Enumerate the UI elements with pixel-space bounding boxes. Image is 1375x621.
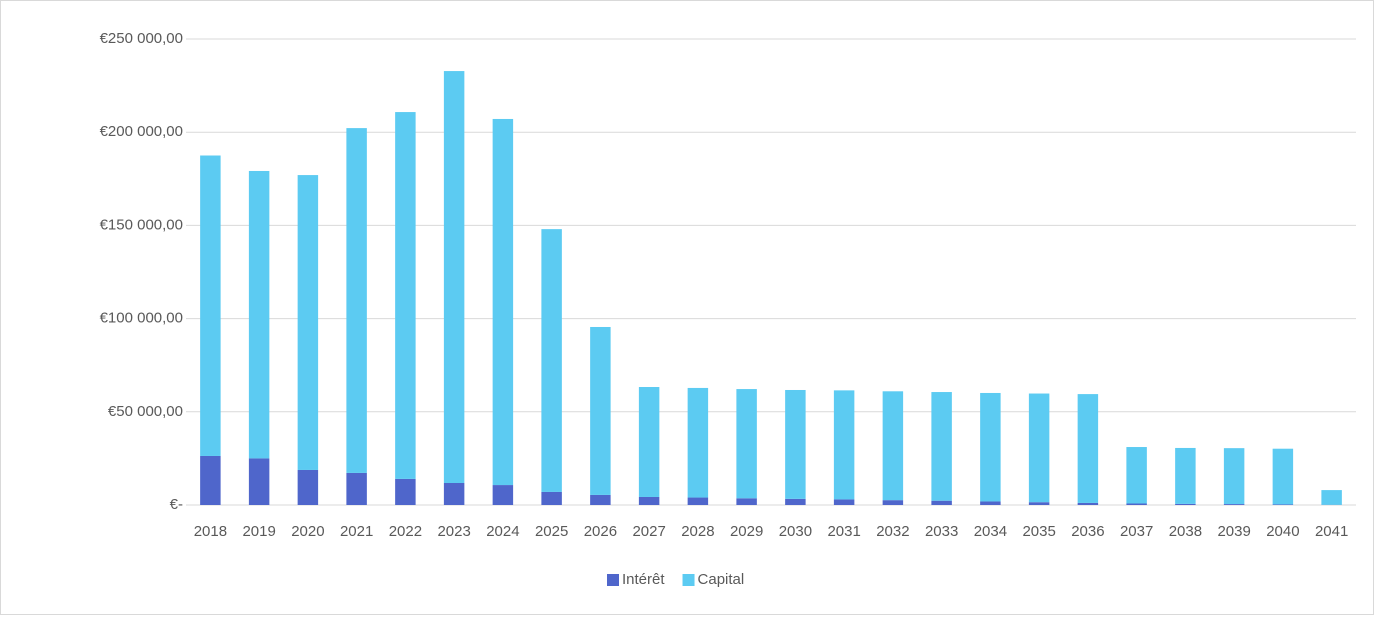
- bar-segment: [590, 495, 610, 505]
- bar-segment: [1175, 448, 1195, 504]
- bar-segment: [1029, 394, 1049, 503]
- bar-segment: [395, 112, 415, 479]
- y-tick-label: €50 000,00: [108, 403, 183, 420]
- x-tick-label: 2034: [974, 523, 1007, 540]
- bar-segment: [931, 392, 951, 501]
- bar-segment: [1126, 447, 1146, 503]
- x-tick-label: 2036: [1071, 523, 1104, 540]
- x-tick-label: 2022: [389, 523, 422, 540]
- bar-segment: [639, 387, 659, 497]
- bar-segment: [1224, 504, 1244, 505]
- bar-segment: [541, 229, 561, 492]
- x-tick-label: 2018: [194, 523, 227, 540]
- bar-segment: [980, 393, 1000, 501]
- bar-segment: [1029, 502, 1049, 505]
- bar-segment: [1078, 503, 1098, 505]
- legend-label: Intérêt: [622, 571, 665, 588]
- bar-segment: [298, 175, 318, 470]
- bar-segment: [1321, 490, 1341, 505]
- y-tick-label: €-: [170, 496, 183, 513]
- x-tick-label: 2029: [730, 523, 763, 540]
- legend-swatch: [683, 574, 695, 586]
- bar-segment: [444, 71, 464, 483]
- bar-segment: [493, 119, 513, 485]
- x-tick-label: 2037: [1120, 523, 1153, 540]
- x-tick-label: 2027: [632, 523, 665, 540]
- x-tick-label: 2031: [827, 523, 860, 540]
- x-tick-label: 2021: [340, 523, 373, 540]
- bar-segment: [883, 391, 903, 500]
- x-tick-label: 2033: [925, 523, 958, 540]
- bar-segment: [1224, 448, 1244, 504]
- y-tick-label: €100 000,00: [100, 310, 183, 327]
- x-tick-label: 2026: [584, 523, 617, 540]
- bar-segment: [931, 501, 951, 505]
- bar-segment: [785, 499, 805, 505]
- bar-segment: [688, 388, 708, 498]
- x-tick-label: 2020: [291, 523, 324, 540]
- x-tick-label: 2028: [681, 523, 714, 540]
- x-tick-label: 2025: [535, 523, 568, 540]
- x-tick-label: 2035: [1022, 523, 1055, 540]
- x-tick-label: 2041: [1315, 523, 1348, 540]
- bar-segment: [834, 499, 854, 505]
- legend-swatch: [607, 574, 619, 586]
- legend-label: Capital: [698, 571, 745, 588]
- x-tick-label: 2039: [1217, 523, 1250, 540]
- bar-segment: [1273, 504, 1293, 505]
- bar-segment: [980, 501, 1000, 505]
- bar-segment: [1175, 504, 1195, 505]
- y-tick-label: €250 000,00: [100, 30, 183, 47]
- bar-segment: [541, 492, 561, 505]
- bar-segment: [249, 171, 269, 458]
- x-tick-label: 2019: [242, 523, 275, 540]
- bar-segment: [883, 500, 903, 505]
- bar-segment: [1273, 449, 1293, 505]
- x-tick-label: 2032: [876, 523, 909, 540]
- bar-segment: [1126, 504, 1146, 505]
- x-tick-label: 2030: [779, 523, 812, 540]
- bar-segment: [493, 485, 513, 505]
- bar-segment: [444, 483, 464, 505]
- bar-segment: [590, 327, 610, 495]
- x-tick-label: 2024: [486, 523, 519, 540]
- x-tick-label: 2023: [437, 523, 470, 540]
- bar-segment: [736, 389, 756, 498]
- bar-segment: [298, 470, 318, 505]
- bar-segment: [346, 473, 366, 505]
- bar-segment: [249, 458, 269, 505]
- bar-segment: [200, 156, 220, 456]
- bar-segment: [736, 498, 756, 505]
- x-tick-label: 2040: [1266, 523, 1299, 540]
- bar-segment: [785, 390, 805, 499]
- bar-segment: [688, 498, 708, 505]
- bar-segment: [346, 128, 366, 473]
- bar-segment: [395, 479, 415, 505]
- y-tick-label: €200 000,00: [100, 123, 183, 140]
- bar-segment: [200, 456, 220, 505]
- x-tick-label: 2038: [1169, 523, 1202, 540]
- y-tick-label: €150 000,00: [100, 216, 183, 233]
- bar-segment: [639, 497, 659, 505]
- bar-segment: [1078, 394, 1098, 503]
- bar-segment: [834, 390, 854, 499]
